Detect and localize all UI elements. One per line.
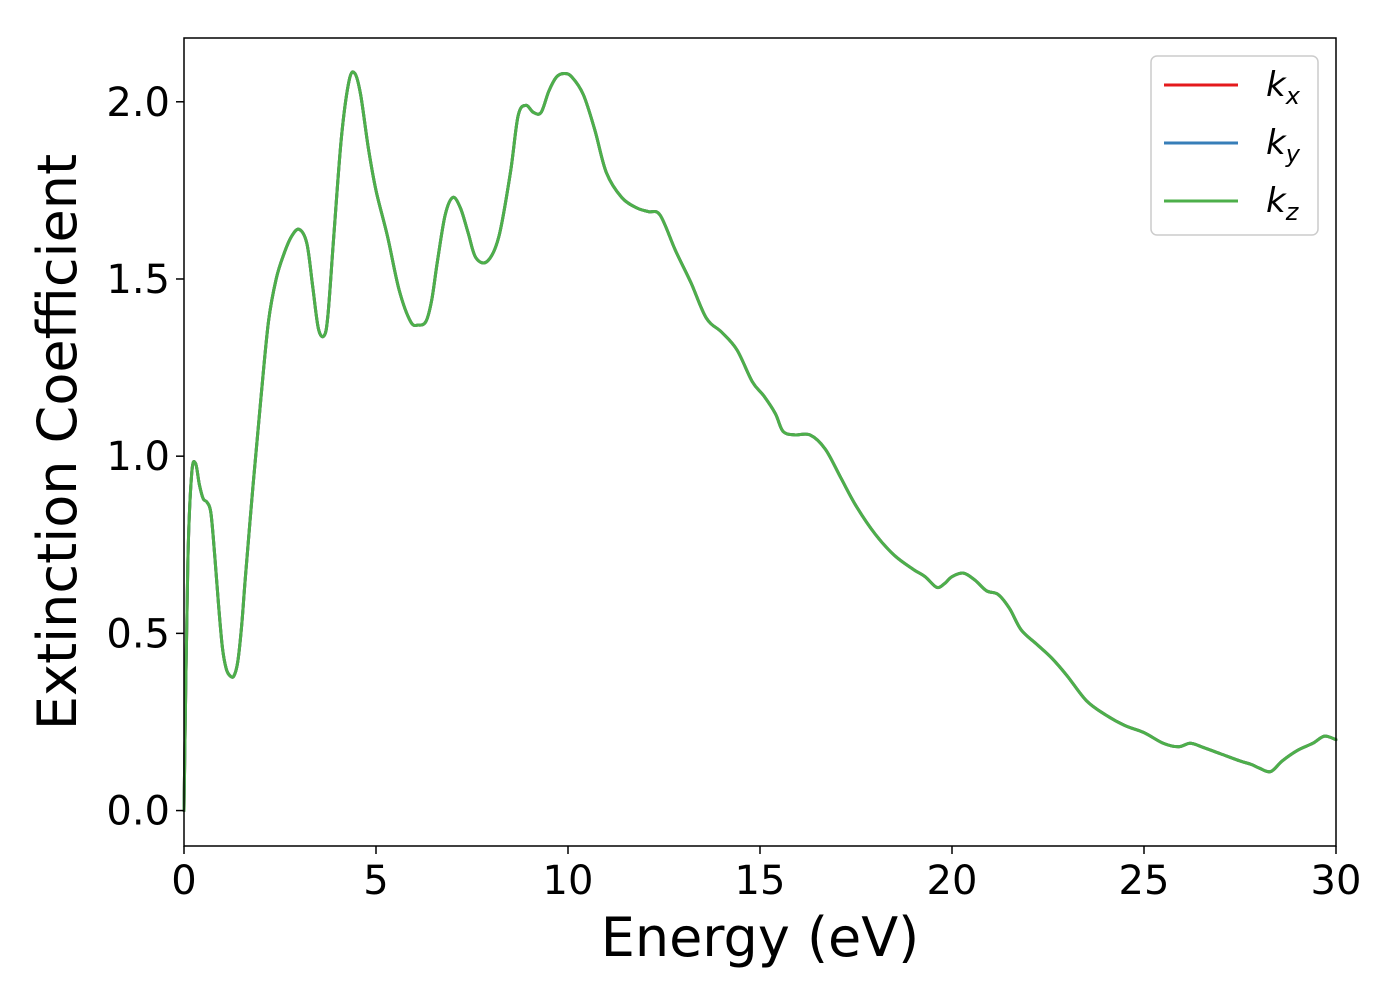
y-tick-label: 0.0: [106, 789, 170, 835]
x-axis-label: Energy (eV): [601, 906, 920, 969]
legend-label-subscript: y: [1285, 140, 1301, 168]
x-axis: 0 5 10 15 20 25 30: [171, 846, 1361, 904]
legend-frame: [1150, 55, 1319, 236]
y-tick-label: 0.5: [106, 611, 170, 657]
y-tick-label: 2.0: [106, 80, 170, 126]
legend-label-ky: ky: [1266, 123, 1301, 168]
x-tick-label: 10: [543, 858, 594, 904]
y-axis-label: Extinction Coefficient: [26, 154, 89, 730]
legend-label-subscript: z: [1285, 198, 1300, 226]
x-tick-label: 0: [171, 858, 196, 904]
legend-label-subscript: x: [1285, 82, 1301, 110]
x-tick-label: 5: [363, 858, 388, 904]
legend-label-kx: kx: [1266, 65, 1301, 110]
x-tick-label: 15: [735, 858, 786, 904]
x-tick-label: 30: [1311, 858, 1362, 904]
y-tick-label: 1.5: [106, 257, 170, 303]
series-layer: [182, 70, 1338, 813]
x-tick-label: 20: [927, 858, 978, 904]
series-line-kz: [182, 70, 1338, 813]
y-tick-label: 1.0: [106, 434, 170, 480]
x-tick-label: 25: [1119, 858, 1170, 904]
y-axis: 0.0 0.5 1.0 1.5 2.0: [106, 80, 184, 835]
